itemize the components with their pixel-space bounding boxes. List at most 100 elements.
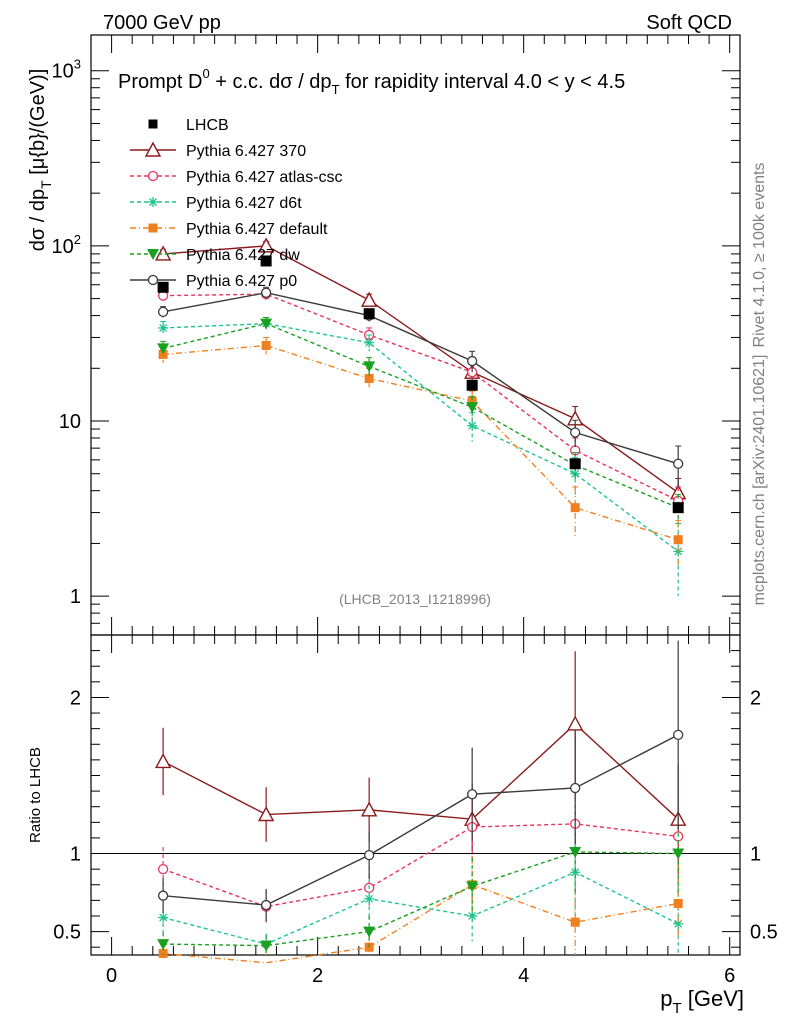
ratio-point (257, 806, 275, 822)
series-line (162, 322, 679, 509)
y-axis-label: dσ / dpT [μ{b}/(GeV)] (27, 69, 54, 252)
series-line (163, 344, 679, 541)
x-axis-label: pT [GeV] (660, 986, 744, 1017)
ratio-point (673, 898, 683, 908)
series-3 (158, 336, 683, 566)
ratio-point (157, 890, 169, 901)
legend-label: Pythia 6.427 p0 (186, 273, 297, 290)
ratio-point (567, 715, 584, 731)
y-tick-label: 10 (59, 411, 81, 433)
series-line (162, 292, 679, 465)
main-title: Prompt D0 + c.c. dσ / dpT for rapidity i… (118, 66, 625, 97)
ratio-point (260, 899, 272, 911)
legend-label: Pythia 6.427 atlas-csc (186, 169, 343, 186)
main-series-layer (154, 237, 687, 597)
ratio-point (673, 729, 684, 741)
series-line (163, 293, 679, 502)
ratio-y-tick-label: 2 (70, 687, 81, 709)
data-point (260, 287, 272, 298)
ratio-point (363, 926, 376, 938)
ratio-point (157, 863, 169, 875)
legend-label: LHCB (186, 117, 229, 134)
ratio-point (672, 848, 685, 860)
data-point (570, 503, 580, 513)
rivet-label: Rivet 4.1.0, ≥ 100k events (751, 163, 768, 348)
lhcb-point (569, 458, 581, 470)
legend-marker (147, 249, 159, 260)
x-tick-label: 4 (518, 965, 529, 987)
legend-entry-0: Pythia 6.427 370 (130, 141, 306, 160)
series-1 (157, 288, 684, 518)
data-point (157, 306, 169, 318)
ratio-point (570, 917, 580, 927)
ratio-point (158, 948, 168, 958)
ratio-point (158, 912, 169, 923)
data-point (260, 318, 273, 330)
lhcb-point (672, 502, 684, 514)
ratio-y-tick-label: 2 (750, 687, 761, 709)
data-point (467, 355, 478, 367)
ratio-y-tick-label: 1 (750, 844, 761, 866)
ratio-line (163, 851, 679, 947)
data-point (570, 427, 581, 438)
ratio-point (363, 849, 375, 861)
x-tick-label: 0 (106, 965, 117, 987)
ratio-axis-label: Ratio to LHCB (27, 747, 44, 843)
ratio-line (163, 734, 679, 906)
ratio-point (360, 801, 378, 817)
lhcb-point (466, 379, 478, 391)
ratio-point (569, 846, 582, 858)
legend-marker (148, 223, 158, 233)
legend: LHCB Pythia 6.427 370 Pythia 6.427 atlas-c… (130, 117, 343, 290)
ratio-point (570, 782, 581, 794)
legend-marker (147, 170, 159, 182)
ratio-point (467, 910, 478, 921)
ratio-y-tick-label: 0.5 (750, 922, 778, 944)
data-point (261, 340, 271, 350)
data-point (363, 361, 376, 373)
legend-entry-5: Pythia 6.427 p0 (130, 273, 297, 290)
ratio-point (467, 789, 478, 800)
y-tick-label: 103 (52, 57, 81, 83)
data-point (257, 237, 275, 253)
series-4 (157, 316, 685, 524)
legend-label: Pythia 6.427 default (186, 221, 328, 238)
x-tick-label: 2 (312, 965, 323, 987)
header-right: Soft QCD (646, 12, 732, 34)
ratio-point (260, 940, 273, 952)
ratio-series-2 (158, 828, 684, 955)
legend-entry-3: Pythia 6.427 default (130, 221, 328, 238)
data-point (466, 402, 479, 414)
legend-label: Pythia 6.427 d6t (186, 195, 302, 212)
legend-marker (148, 197, 158, 207)
ratio-y-tick-label: 1 (70, 844, 81, 866)
ratio-series-0 (154, 651, 687, 874)
ratio-series-layer (154, 640, 687, 964)
mcplots-label: mcplots.cern.ch [arXiv:2401.10621] (751, 355, 768, 606)
lhcb-point (363, 308, 375, 320)
data-point (157, 343, 170, 355)
ratio-series-4 (157, 811, 685, 955)
series-line (163, 245, 679, 494)
legend-marker (147, 274, 159, 286)
legend-entry-2: Pythia 6.427 d6t (130, 195, 302, 212)
data-point (364, 373, 374, 383)
legend-entry-1: Pythia 6.427 atlas-csc (130, 169, 343, 186)
legend-marker (144, 141, 162, 157)
header-left: 7000 GeV pp (103, 12, 221, 34)
ratio-plot-frame (90, 634, 741, 956)
ratio-line (162, 823, 679, 908)
ratio-point (364, 893, 375, 904)
series-line (163, 322, 679, 552)
data-point (673, 535, 683, 545)
x-tick-label: 6 (724, 965, 735, 987)
series-2 (158, 316, 684, 597)
y-tick-label: 102 (52, 232, 81, 258)
data-point (364, 337, 375, 348)
ratio-point (466, 881, 479, 893)
y-tick-label: 1 (70, 586, 81, 608)
lhcb-data (157, 255, 684, 514)
ratio-point (154, 752, 172, 769)
legend-label: Pythia 6.427 370 (186, 143, 306, 160)
legend-label: Pythia 6.427 dw (186, 247, 300, 264)
